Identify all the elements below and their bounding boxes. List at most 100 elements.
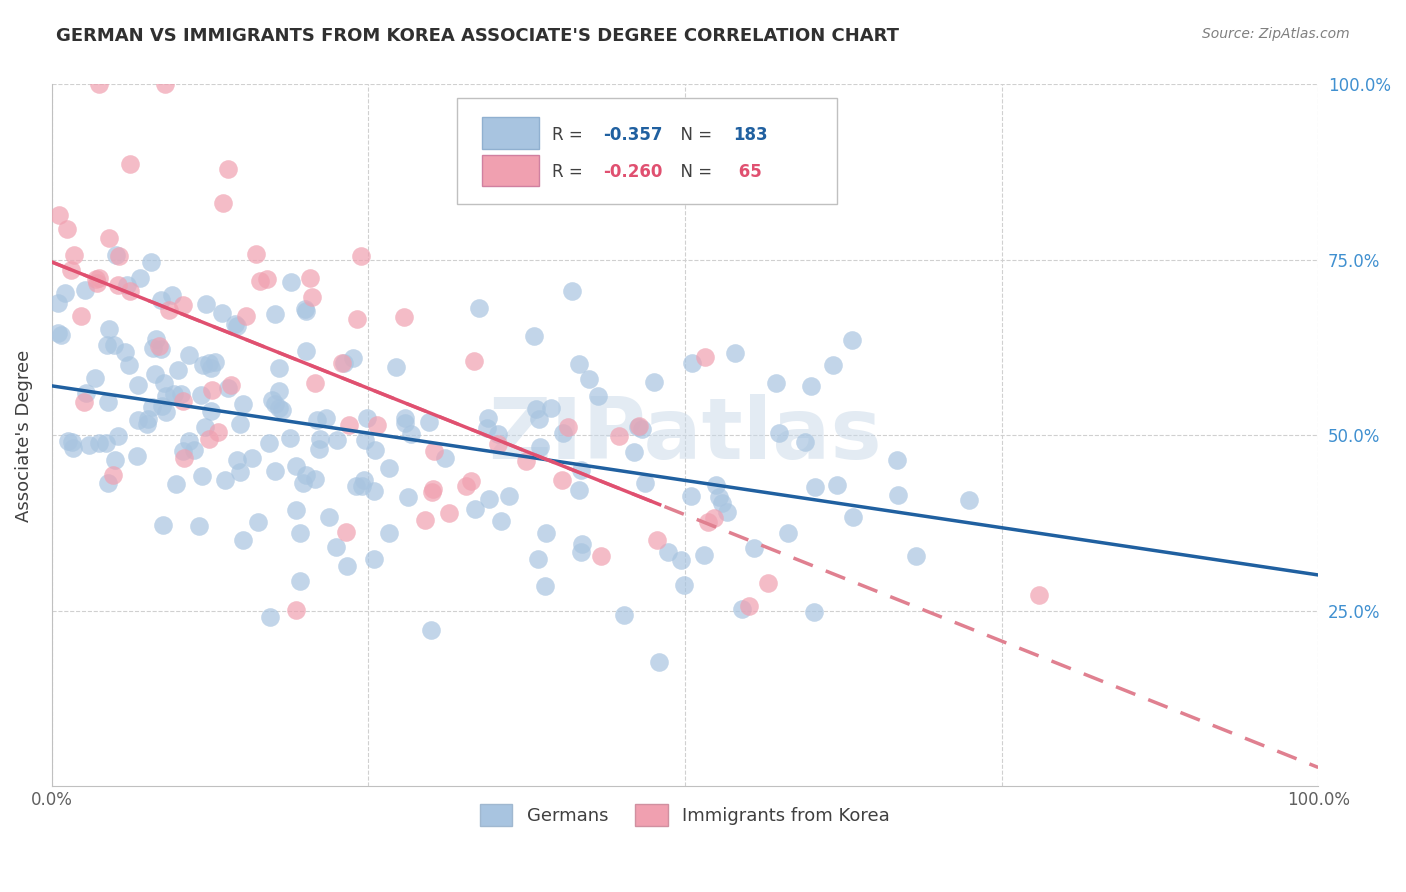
Point (145, 333, 167, 347)
Point (179, 434, 201, 449)
Point (350, 478, 373, 492)
Point (394, 410, 416, 425)
Point (103, 338, 125, 352)
Point (183, 442, 205, 457)
Point (422, 483, 444, 497)
Point (107, 429, 129, 443)
Point (127, 378, 149, 392)
Point (385, 359, 408, 374)
Point (75, 386, 97, 401)
Point (62, 442, 84, 456)
Point (571, 537, 593, 551)
Point (246, 515, 269, 529)
FancyBboxPatch shape (482, 154, 540, 186)
Point (97, 476, 120, 491)
Point (48, 208, 70, 222)
Point (524, 401, 547, 416)
Point (97, 395, 120, 409)
Point (118, 285, 141, 299)
Point (363, 552, 385, 566)
Point (70, 310, 93, 324)
Point (305, 413, 328, 427)
Point (165, 477, 187, 491)
Point (308, 442, 330, 456)
Point (356, 411, 378, 425)
Text: GERMAN VS IMMIGRANTS FROM KOREA ASSOCIATE'S DEGREE CORRELATION CHART: GERMAN VS IMMIGRANTS FROM KOREA ASSOCIAT… (56, 27, 900, 45)
Point (157, 303, 180, 318)
Point (336, 558, 359, 573)
Point (693, 350, 716, 364)
Point (627, 420, 650, 434)
Point (1028, 588, 1050, 602)
Point (259, 436, 281, 450)
Point (77, 437, 100, 451)
Point (136, 417, 159, 432)
Point (225, 318, 247, 333)
Point (793, 435, 815, 450)
Point (46, 326, 69, 341)
Point (623, 444, 645, 458)
Point (197, 356, 219, 370)
Point (551, 473, 574, 487)
Point (354, 433, 377, 447)
Point (697, 515, 720, 529)
Point (569, 545, 592, 559)
FancyBboxPatch shape (482, 118, 540, 149)
Point (155, 389, 177, 403)
Legend: Germans, Immigrants from Korea: Germans, Immigrants from Korea (472, 797, 897, 834)
Point (172, 298, 194, 312)
Text: ZIPatlas: ZIPatlas (488, 394, 882, 477)
Point (49, 327, 72, 342)
Point (706, 477, 728, 491)
Point (568, 483, 591, 497)
Point (765, 376, 787, 390)
Point (333, 356, 356, 370)
Point (326, 434, 349, 448)
Text: N =: N = (669, 126, 717, 144)
Point (468, 301, 491, 316)
Point (756, 576, 779, 591)
Point (489, 514, 512, 528)
Point (738, 599, 761, 613)
Point (139, 254, 162, 268)
Point (264, 306, 287, 320)
Point (707, 490, 730, 504)
Point (434, 450, 457, 465)
Point (211, 306, 233, 320)
Point (232, 396, 254, 410)
Point (160, 288, 183, 302)
Point (527, 412, 550, 426)
Point (463, 354, 485, 368)
Point (163, 387, 186, 401)
Point (73, 395, 96, 409)
Point (337, 417, 360, 432)
Point (60, 435, 83, 450)
Point (553, 425, 575, 440)
Point (648, 655, 671, 669)
Point (478, 491, 501, 506)
Point (96, 338, 118, 352)
Point (841, 333, 863, 347)
Point (904, 549, 927, 564)
Point (285, 459, 308, 474)
Point (886, 452, 908, 467)
Point (335, 525, 357, 540)
Point (153, 376, 176, 391)
Point (211, 196, 233, 211)
Point (463, 502, 485, 516)
Point (681, 355, 703, 369)
Text: -0.357: -0.357 (603, 126, 662, 144)
Point (114, 345, 136, 359)
Point (172, 444, 194, 458)
Point (129, 270, 152, 285)
Point (523, 328, 546, 343)
Point (681, 489, 703, 503)
Point (692, 548, 714, 562)
Point (120, 156, 142, 170)
Point (172, 394, 194, 409)
Point (292, 476, 315, 491)
Point (315, 410, 337, 425)
Point (657, 545, 679, 559)
Point (366, 417, 388, 432)
Point (60, 262, 83, 277)
